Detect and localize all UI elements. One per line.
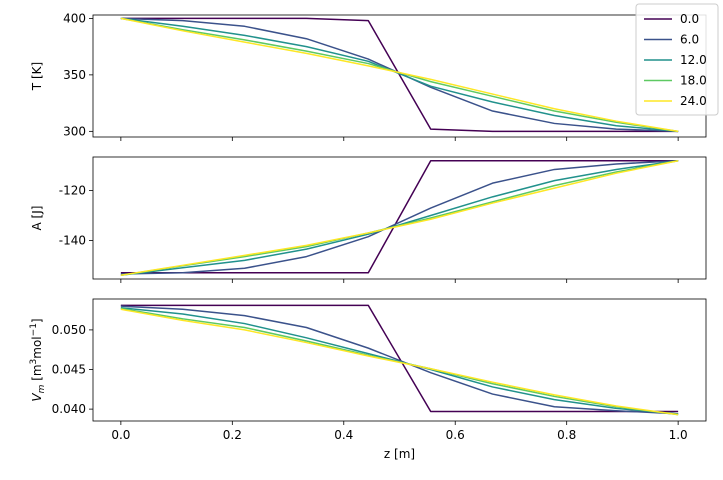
legend-label: 18.0 — [680, 74, 707, 88]
y-tick-label: -120 — [59, 184, 86, 198]
legend: 0.0 6.0 12.0 18.0 24.0 — [635, 3, 719, 116]
series-line-molar-volume-6-0 — [120, 305, 679, 415]
series-line-free-energy-6-0 — [120, 159, 679, 275]
y-axis-label-temperature: T [K] — [30, 62, 44, 91]
y-tick-label: 0.045 — [52, 363, 86, 377]
series-line-temperature-0-0 — [120, 17, 679, 133]
x-axis-label: z [m] — [384, 447, 415, 461]
x-tick-label: 0.0 — [111, 428, 130, 442]
x-tick-label: 0.2 — [223, 428, 242, 442]
panel-molar-volume: 0.0 0.2 0.4 0.6 0.8 1.0 0.040 0.045 0.050 Vm [m3m… — [29, 298, 707, 461]
legend-label: 0.0 — [680, 12, 699, 26]
legend-label: 24.0 — [680, 94, 707, 108]
series-line-free-energy-24-0 — [120, 159, 679, 277]
plot-frame-free-energy — [92, 156, 707, 280]
y-tick-label: 350 — [63, 68, 86, 82]
series-line-temperature-12-0 — [120, 17, 679, 133]
legend-label: 6.0 — [680, 33, 699, 47]
panel-temperature: 300 350 400 T [K] — [30, 11, 707, 141]
x-tick-label: 0.4 — [334, 428, 353, 442]
y-tick-label: 0.040 — [52, 402, 86, 416]
series-line-free-energy-0-0 — [120, 159, 679, 274]
y-tick-label: 0.050 — [52, 323, 86, 337]
series-line-molar-volume-0-0 — [120, 304, 679, 413]
y-tick-label: 400 — [63, 11, 86, 25]
series-line-molar-volume-24-0 — [120, 308, 679, 416]
panel-free-energy: -140 -120 A [J] — [30, 156, 707, 283]
x-tick-label: 0.6 — [446, 428, 465, 442]
y-axis-label-molar-volume: Vm [m3mol−1] — [29, 318, 47, 401]
legend-box — [635, 3, 719, 116]
series-line-temperature-24-0 — [120, 17, 679, 133]
x-tick-label: 0.8 — [557, 428, 576, 442]
x-tick-label: 1.0 — [669, 428, 688, 442]
plot-frame-molar-volume — [92, 298, 707, 422]
y-tick-label: -140 — [59, 233, 86, 247]
legend-label: 12.0 — [680, 53, 707, 67]
y-tick-label: 300 — [63, 124, 86, 138]
y-axis-label-free-energy: A [J] — [30, 206, 44, 231]
